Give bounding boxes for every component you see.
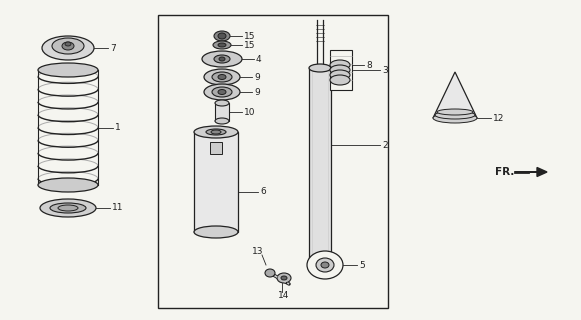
Ellipse shape	[433, 113, 477, 123]
Ellipse shape	[215, 118, 229, 124]
Ellipse shape	[204, 69, 240, 85]
Text: 15: 15	[244, 31, 256, 41]
Text: 10: 10	[244, 108, 256, 116]
Ellipse shape	[214, 55, 230, 63]
Ellipse shape	[42, 36, 94, 60]
Ellipse shape	[307, 251, 343, 279]
Ellipse shape	[206, 129, 226, 135]
Text: 7: 7	[110, 44, 116, 52]
Ellipse shape	[62, 42, 74, 50]
Ellipse shape	[204, 84, 240, 100]
Text: 14: 14	[278, 292, 289, 300]
Ellipse shape	[281, 276, 287, 280]
Ellipse shape	[309, 64, 331, 72]
Ellipse shape	[218, 33, 226, 39]
Bar	[330, 50, 352, 90]
FancyArrow shape	[515, 167, 547, 177]
Text: 1: 1	[115, 123, 121, 132]
Ellipse shape	[211, 130, 221, 134]
Ellipse shape	[218, 90, 226, 94]
Ellipse shape	[321, 262, 329, 268]
Text: 9: 9	[254, 73, 260, 82]
Text: 13: 13	[252, 246, 264, 255]
Bar	[215, 103, 229, 121]
Ellipse shape	[437, 109, 473, 115]
Ellipse shape	[212, 87, 232, 97]
Bar	[158, 15, 388, 308]
Ellipse shape	[316, 258, 334, 272]
Ellipse shape	[212, 72, 232, 82]
Text: 2: 2	[382, 140, 388, 149]
Polygon shape	[433, 72, 477, 118]
Text: 4: 4	[256, 54, 261, 63]
Text: 6: 6	[260, 188, 266, 196]
Text: FR.: FR.	[495, 167, 514, 177]
Ellipse shape	[435, 111, 475, 119]
Ellipse shape	[330, 65, 350, 75]
Ellipse shape	[40, 199, 96, 217]
Ellipse shape	[38, 63, 98, 77]
Ellipse shape	[218, 43, 226, 47]
Ellipse shape	[65, 42, 71, 46]
Ellipse shape	[219, 57, 225, 61]
Ellipse shape	[215, 100, 229, 106]
Ellipse shape	[38, 178, 98, 192]
Text: 9: 9	[254, 87, 260, 97]
Ellipse shape	[194, 126, 238, 138]
Ellipse shape	[213, 41, 231, 49]
Ellipse shape	[309, 261, 331, 269]
Text: 12: 12	[493, 114, 504, 123]
Bar	[194, 132, 238, 232]
Ellipse shape	[58, 205, 78, 211]
Text: 15: 15	[244, 41, 256, 50]
Text: 3: 3	[382, 66, 388, 75]
Ellipse shape	[330, 60, 350, 70]
Ellipse shape	[330, 70, 350, 80]
Bar	[210, 142, 222, 154]
Ellipse shape	[265, 269, 275, 277]
Ellipse shape	[330, 75, 350, 85]
Ellipse shape	[194, 226, 238, 238]
Ellipse shape	[50, 203, 86, 213]
Ellipse shape	[277, 273, 291, 283]
Text: 5: 5	[359, 260, 365, 269]
Ellipse shape	[52, 38, 84, 54]
Ellipse shape	[202, 51, 242, 67]
Text: 8: 8	[366, 60, 372, 69]
Ellipse shape	[214, 31, 230, 41]
Ellipse shape	[218, 75, 226, 79]
Text: 11: 11	[112, 204, 124, 212]
Bar	[309, 68, 331, 265]
